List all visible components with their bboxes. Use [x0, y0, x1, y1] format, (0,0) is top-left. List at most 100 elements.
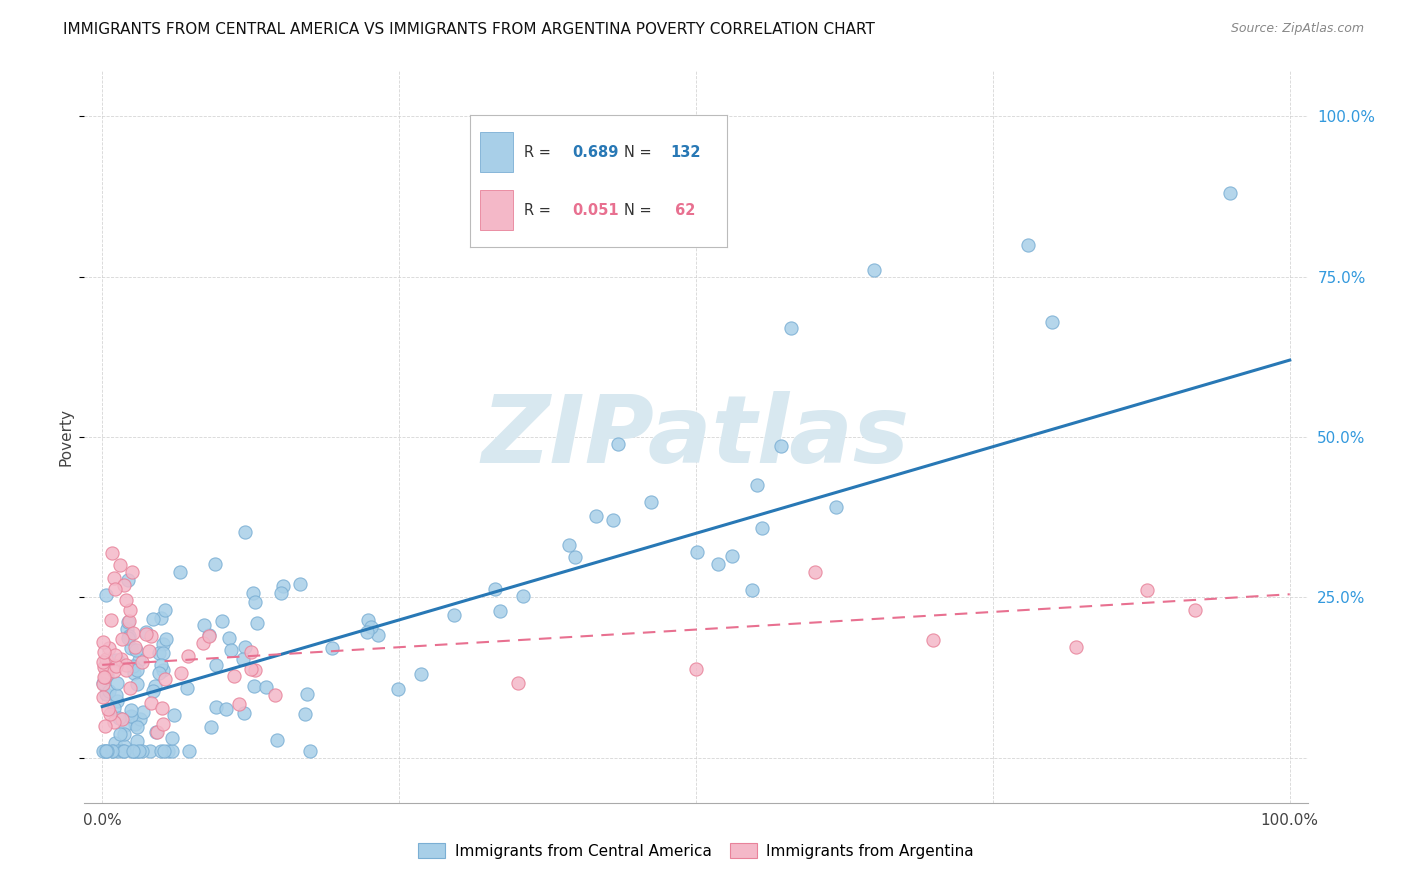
Point [150, 701, 173, 715]
Point [112, 739, 135, 753]
Point [1219, 186, 1241, 201]
Point [162, 731, 184, 745]
Point [148, 646, 170, 660]
Point [122, 625, 145, 640]
Y-axis label: Poverty: Poverty [59, 408, 73, 467]
Point [97, 641, 120, 656]
Point [484, 582, 506, 597]
Point [139, 744, 162, 758]
Point [108, 558, 131, 573]
Point [105, 658, 128, 673]
Point [105, 694, 128, 708]
Point [360, 619, 382, 633]
Point [169, 565, 191, 579]
Point [124, 640, 146, 654]
Point [155, 673, 177, 687]
Point [97, 684, 120, 698]
Point [100, 545, 122, 559]
Point [602, 512, 624, 526]
Point [357, 613, 380, 627]
Point [506, 676, 529, 690]
Point [103, 701, 125, 715]
Point [94, 744, 117, 758]
Point [198, 629, 221, 643]
Point [110, 652, 132, 666]
Point [138, 644, 160, 658]
Point [93, 676, 115, 690]
Point [94, 687, 117, 701]
Point [120, 681, 142, 696]
Point [112, 744, 135, 758]
Point [93, 634, 115, 648]
Point [101, 744, 124, 758]
Point [112, 577, 135, 591]
Point [200, 720, 222, 734]
Point [233, 525, 256, 540]
Point [606, 437, 628, 451]
Point [142, 683, 165, 698]
Point [242, 586, 264, 600]
Text: IMMIGRANTS FROM CENTRAL AMERICA VS IMMIGRANTS FROM ARGENTINA POVERTY CORRELATION: IMMIGRANTS FROM CENTRAL AMERICA VS IMMIG… [63, 22, 875, 37]
Point [117, 573, 139, 587]
Point [93, 690, 115, 705]
Point [114, 718, 136, 732]
Point [149, 611, 172, 625]
Point [863, 263, 886, 277]
Point [135, 627, 157, 641]
Point [96, 744, 118, 758]
Point [222, 669, 245, 683]
Point [232, 652, 254, 666]
Point [98, 706, 121, 721]
Point [93, 645, 115, 659]
Point [239, 662, 262, 676]
Point [155, 603, 177, 617]
Point [131, 744, 153, 758]
Point [127, 744, 149, 758]
Point [721, 549, 744, 563]
Point [117, 629, 139, 643]
Point [387, 681, 409, 696]
Point [112, 727, 135, 741]
Point [127, 663, 149, 677]
Point [1136, 582, 1159, 597]
Point [214, 701, 236, 715]
Point [100, 613, 122, 627]
Point [93, 656, 115, 670]
Point [127, 720, 149, 734]
Point [94, 588, 117, 602]
Point [211, 614, 233, 628]
Point [121, 744, 143, 758]
Point [108, 727, 131, 741]
Point [128, 744, 150, 758]
Point [120, 704, 142, 718]
Point [585, 509, 607, 524]
Point [111, 712, 134, 726]
Point [150, 657, 173, 672]
Point [157, 744, 180, 758]
Point [96, 651, 118, 665]
Point [100, 744, 122, 758]
Point [443, 607, 465, 622]
Point [117, 622, 139, 636]
Point [152, 646, 174, 660]
Point [115, 657, 138, 672]
Point [922, 633, 945, 648]
Point [232, 706, 254, 721]
Point [152, 716, 174, 731]
Point [294, 707, 316, 722]
Point [129, 712, 152, 726]
Point [298, 744, 321, 758]
Point [780, 321, 803, 335]
Point [139, 696, 162, 710]
Point [118, 614, 141, 628]
Point [142, 612, 165, 626]
Point [114, 664, 136, 678]
Point [139, 629, 162, 643]
Point [198, 627, 221, 641]
Point [94, 744, 117, 758]
Point [103, 665, 125, 679]
Point [122, 658, 145, 673]
Point [107, 744, 129, 758]
Point [489, 604, 512, 618]
Point [685, 545, 707, 559]
